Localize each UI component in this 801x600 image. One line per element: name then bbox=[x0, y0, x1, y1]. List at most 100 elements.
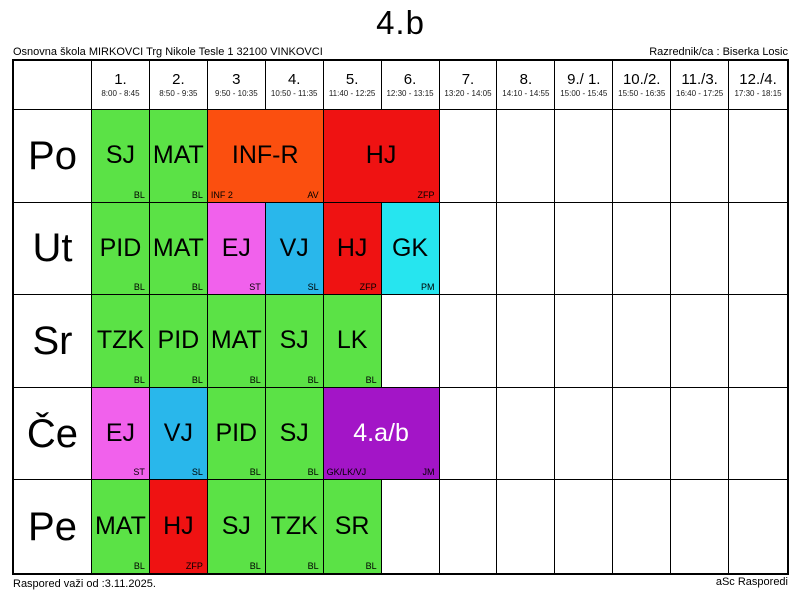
empty-slot[interactable] bbox=[671, 480, 730, 573]
lesson-cell[interactable]: HJ ZFP bbox=[323, 202, 382, 296]
teacher-code: ZFP bbox=[185, 560, 203, 571]
room-code: GK/LK/VJ bbox=[326, 467, 367, 478]
empty-slot[interactable] bbox=[671, 110, 730, 203]
teacher-code: BL bbox=[133, 374, 145, 385]
lesson-cell[interactable]: MAT BL bbox=[149, 202, 208, 296]
empty-slot[interactable] bbox=[613, 202, 672, 296]
lesson-cell[interactable]: VJ SL bbox=[149, 387, 208, 481]
period-time: 8:50 - 9:35 bbox=[159, 89, 198, 98]
empty-slot[interactable] bbox=[439, 295, 498, 388]
teacher-code: BL bbox=[133, 189, 145, 200]
empty-slot[interactable] bbox=[497, 387, 556, 481]
lesson-cell[interactable]: HJ ZFP bbox=[323, 110, 440, 203]
period-header-cell: 12./4. 17:30 - 18:15 bbox=[729, 61, 787, 110]
empty-slot[interactable] bbox=[439, 480, 498, 573]
empty-slot[interactable] bbox=[555, 202, 614, 296]
lesson-cell[interactable]: SR BL bbox=[323, 480, 382, 573]
empty-slot[interactable] bbox=[671, 295, 730, 388]
period-time: 16:40 - 17:25 bbox=[676, 89, 724, 98]
lesson-cell[interactable]: HJ ZFP bbox=[149, 480, 208, 573]
period-header-cell: 9./ 1. 15:00 - 15:45 bbox=[555, 61, 614, 110]
period-number: 11./3. bbox=[681, 71, 718, 88]
empty-slot[interactable] bbox=[555, 110, 614, 203]
lesson-cell[interactable]: TZK BL bbox=[265, 480, 324, 573]
empty-slot[interactable] bbox=[439, 110, 498, 203]
subject-label: MAT bbox=[94, 512, 146, 541]
empty-slot[interactable] bbox=[497, 202, 556, 296]
lesson-cell[interactable]: VJ SL bbox=[265, 202, 324, 296]
empty-slot[interactable] bbox=[729, 295, 787, 388]
period-number: 5. bbox=[345, 71, 359, 88]
subject-label: INF-R bbox=[231, 141, 299, 170]
empty-slot[interactable] bbox=[439, 387, 498, 481]
subject-label: PID bbox=[157, 326, 200, 355]
empty-slot[interactable] bbox=[729, 202, 787, 296]
room-code: INF 2 bbox=[210, 189, 233, 200]
period-header-cell: 10./2. 15:50 - 16:35 bbox=[613, 61, 672, 110]
empty-slot[interactable] bbox=[613, 295, 672, 388]
teacher-code: JM bbox=[422, 467, 435, 478]
teacher-code: BL bbox=[191, 282, 203, 293]
teacher-code: BL bbox=[307, 467, 319, 478]
valid-from-note: Raspored važi od :3.11.2025. bbox=[13, 578, 156, 590]
lesson-cell[interactable]: 4.a/b GK/LK/VJ JM bbox=[323, 387, 440, 481]
lesson-cell[interactable]: MAT BL bbox=[149, 110, 208, 203]
empty-slot[interactable] bbox=[497, 480, 556, 573]
empty-slot[interactable] bbox=[613, 110, 672, 203]
teacher-code: BL bbox=[249, 560, 261, 571]
lesson-cell[interactable]: GK PM bbox=[381, 202, 440, 296]
period-header-cell: 1. 8:00 - 8:45 bbox=[92, 61, 150, 110]
subject-label: TZK bbox=[96, 326, 145, 355]
teacher-code: BL bbox=[249, 467, 261, 478]
lesson-cell[interactable]: MAT BL bbox=[207, 295, 266, 388]
teacher-code: BL bbox=[249, 374, 261, 385]
empty-slot[interactable] bbox=[555, 387, 614, 481]
lesson-cell[interactable]: EJ ST bbox=[207, 202, 266, 296]
lesson-cell[interactable]: PID BL bbox=[149, 295, 208, 388]
day-label-ut: Ut bbox=[14, 202, 92, 296]
lesson-cell[interactable]: LK BL bbox=[323, 295, 382, 388]
teacher-code: SL bbox=[307, 282, 319, 293]
empty-slot[interactable] bbox=[729, 110, 787, 203]
empty-slot[interactable] bbox=[671, 387, 730, 481]
empty-slot[interactable] bbox=[613, 480, 672, 573]
teacher-code: BL bbox=[307, 560, 319, 571]
lesson-cell[interactable]: INF-R INF 2 AV bbox=[207, 110, 324, 203]
empty-slot[interactable] bbox=[613, 387, 672, 481]
empty-slot[interactable] bbox=[555, 295, 614, 388]
school-name: Osnovna škola MIRKOVCI Trg Nikole Tesle … bbox=[13, 46, 323, 58]
lesson-cell[interactable]: MAT BL bbox=[92, 480, 150, 573]
empty-slot[interactable] bbox=[555, 480, 614, 573]
empty-slot[interactable] bbox=[729, 387, 787, 481]
lesson-cell[interactable]: SJ BL bbox=[92, 110, 150, 203]
empty-slot[interactable] bbox=[381, 295, 440, 388]
day-label-po: Po bbox=[14, 110, 92, 203]
empty-slot[interactable] bbox=[439, 202, 498, 296]
lesson-cell[interactable]: EJ ST bbox=[92, 387, 150, 481]
empty-slot[interactable] bbox=[729, 480, 787, 573]
lesson-cell[interactable]: TZK BL bbox=[92, 295, 150, 388]
lesson-cell[interactable]: PID BL bbox=[92, 202, 150, 296]
empty-slot[interactable] bbox=[381, 480, 440, 573]
subject-label: EJ bbox=[221, 233, 251, 262]
lesson-cell[interactable]: PID BL bbox=[207, 387, 266, 481]
teacher-code: BL bbox=[133, 282, 145, 293]
report-subheader: Osnovna škola MIRKOVCI Trg Nikole Tesle … bbox=[13, 44, 788, 58]
period-header-cell: 11./3. 16:40 - 17:25 bbox=[671, 61, 730, 110]
empty-slot[interactable] bbox=[497, 295, 556, 388]
lesson-cell[interactable]: SJ BL bbox=[265, 295, 324, 388]
teacher-code: AV bbox=[307, 189, 319, 200]
period-number: 4. bbox=[287, 71, 301, 88]
period-number: 1. bbox=[114, 71, 127, 88]
lesson-cell[interactable]: SJ BL bbox=[265, 387, 324, 481]
period-time: 15:50 - 16:35 bbox=[618, 89, 666, 98]
day-label-sr: Sr bbox=[14, 295, 92, 388]
teacher-code: BL bbox=[133, 560, 145, 571]
teacher-code: BL bbox=[365, 560, 377, 571]
lesson-cell[interactable]: SJ BL bbox=[207, 480, 266, 573]
empty-slot[interactable] bbox=[671, 202, 730, 296]
subject-label: 4.a/b bbox=[353, 419, 409, 448]
empty-slot[interactable] bbox=[497, 110, 556, 203]
subject-label: SR bbox=[334, 512, 370, 541]
subject-label: HJ bbox=[365, 141, 397, 170]
